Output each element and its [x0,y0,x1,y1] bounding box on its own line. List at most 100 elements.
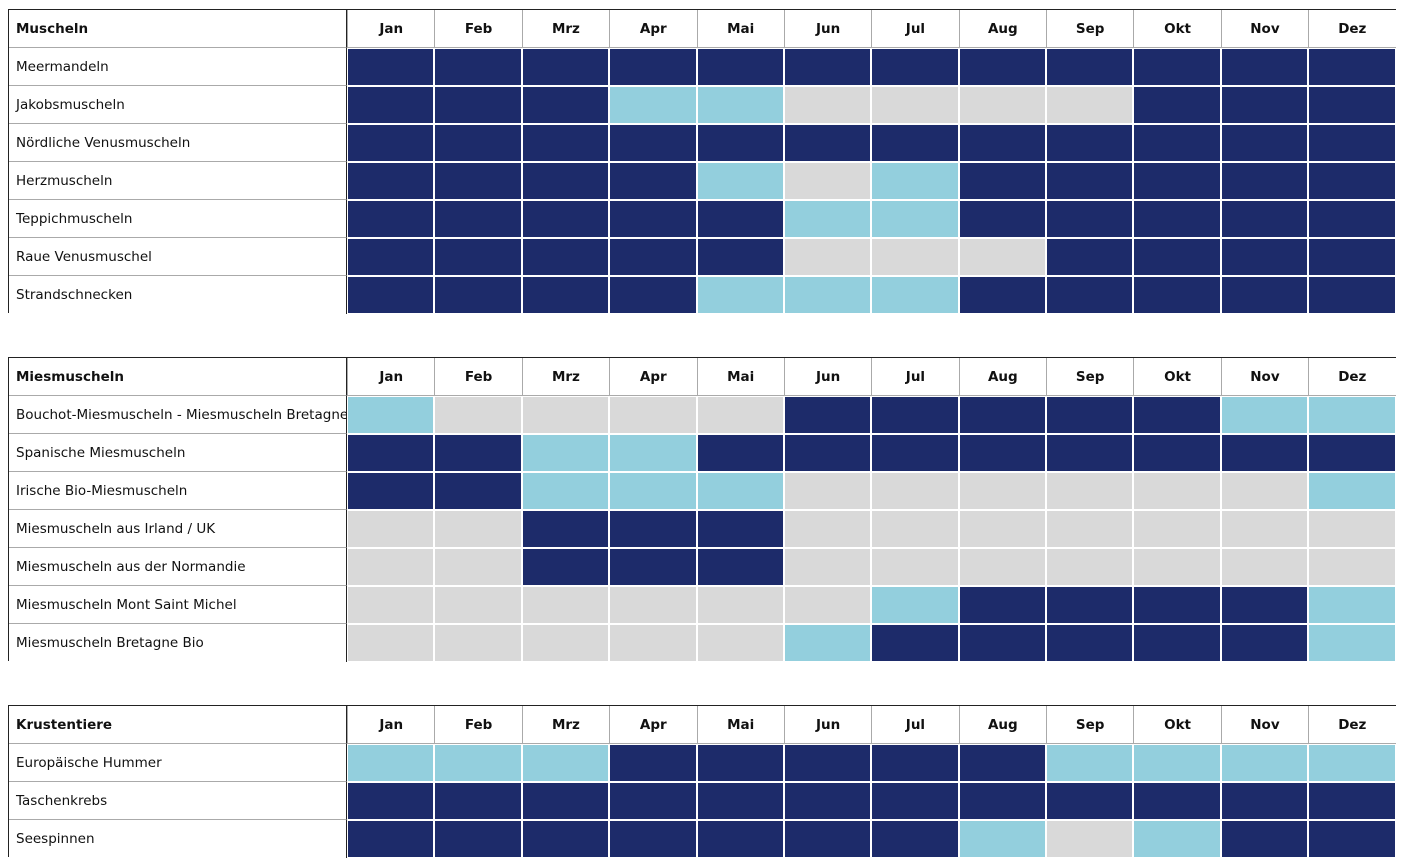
season-cell [1133,820,1221,858]
season-cell [609,472,697,510]
section-title: Krustentiere [9,706,347,744]
season-cell [521,548,610,586]
season-cell [347,396,435,434]
season-cell [1046,238,1134,276]
season-cell [1308,396,1396,434]
season-cell [871,510,959,548]
season-cell [1220,396,1309,434]
month-header: Jan [347,358,435,396]
season-cell [434,624,522,662]
season-cell [1133,782,1221,820]
month-header: Apr [609,10,697,48]
season-cell [871,820,959,858]
season-cell [434,472,522,510]
season-cell [1220,48,1309,86]
season-cell [1046,124,1134,162]
season-cell [958,200,1046,238]
season-cell [1220,586,1309,624]
month-header: Jan [347,10,435,48]
season-cell [1133,238,1221,276]
month-header: Jan [347,706,435,744]
month-header: Aug [958,706,1046,744]
season-cell [1046,782,1134,820]
season-cell [1220,510,1309,548]
season-cell [783,744,872,782]
season-cell [609,200,697,238]
season-cell [434,782,522,820]
season-cell [783,200,872,238]
month-header: Sep [1046,706,1134,744]
season-cell [434,396,522,434]
season-cell [1046,744,1134,782]
season-cell [434,86,522,124]
season-cell [1220,200,1309,238]
season-cell [958,548,1046,586]
season-cell [871,86,959,124]
season-cell [1133,86,1221,124]
season-cell [347,276,435,314]
season-cell [609,396,697,434]
month-header: Sep [1046,358,1134,396]
month-header: Nov [1220,706,1309,744]
month-header: Okt [1133,358,1221,396]
season-cell [958,162,1046,200]
season-cell [1046,548,1134,586]
season-cell [521,48,610,86]
season-cell [1133,276,1221,314]
month-header: Jun [783,10,872,48]
row-label: Teppichmuscheln [9,200,347,238]
row-label: Miesmuscheln aus der Normandie [9,548,347,586]
month-header: Jul [871,10,959,48]
season-cell [783,238,872,276]
section-table: Krustentiere Jan Feb Mrz Apr Mai Jun Jul Aug Sep O… [8,705,1396,858]
season-cell [696,472,784,510]
season-cell [521,200,610,238]
season-cell [434,200,522,238]
season-cell [434,238,522,276]
season-cell [347,162,435,200]
season-cell [1220,548,1309,586]
season-cell [958,48,1046,86]
season-cell [958,820,1046,858]
season-cell [609,434,697,472]
row-label: Herzmuscheln [9,162,347,200]
season-cell [1220,782,1309,820]
month-header: Mrz [521,706,610,744]
season-cell [1133,396,1221,434]
season-cell [609,548,697,586]
season-cell [1220,820,1309,858]
season-cell [434,820,522,858]
season-cell [1220,624,1309,662]
season-cell [783,434,872,472]
season-cell [521,586,610,624]
season-cell [347,124,435,162]
season-cell [347,200,435,238]
season-cell [958,434,1046,472]
season-cell [1133,200,1221,238]
month-header: Jul [871,358,959,396]
season-cell [958,396,1046,434]
season-cell [696,586,784,624]
season-cell [347,238,435,276]
season-cell [871,548,959,586]
season-cell [434,434,522,472]
season-cell [696,744,784,782]
row-label: Spanische Miesmuscheln [9,434,347,472]
section-table: Muscheln Jan Feb Mrz Apr Mai Jun Jul Aug Sep Okt No… [8,9,1396,314]
season-cell [783,820,872,858]
season-cell [1308,238,1396,276]
row-label: Miesmuscheln aus Irland / UK [9,510,347,548]
season-cell [521,744,610,782]
season-cell [609,86,697,124]
season-cell [609,276,697,314]
season-cell [521,434,610,472]
season-cell [609,162,697,200]
season-cell [871,200,959,238]
season-cell [871,48,959,86]
season-cell [696,510,784,548]
season-cell [1308,48,1396,86]
season-cell [958,624,1046,662]
season-cell [1308,434,1396,472]
row-label: Strandschnecken [9,276,347,314]
